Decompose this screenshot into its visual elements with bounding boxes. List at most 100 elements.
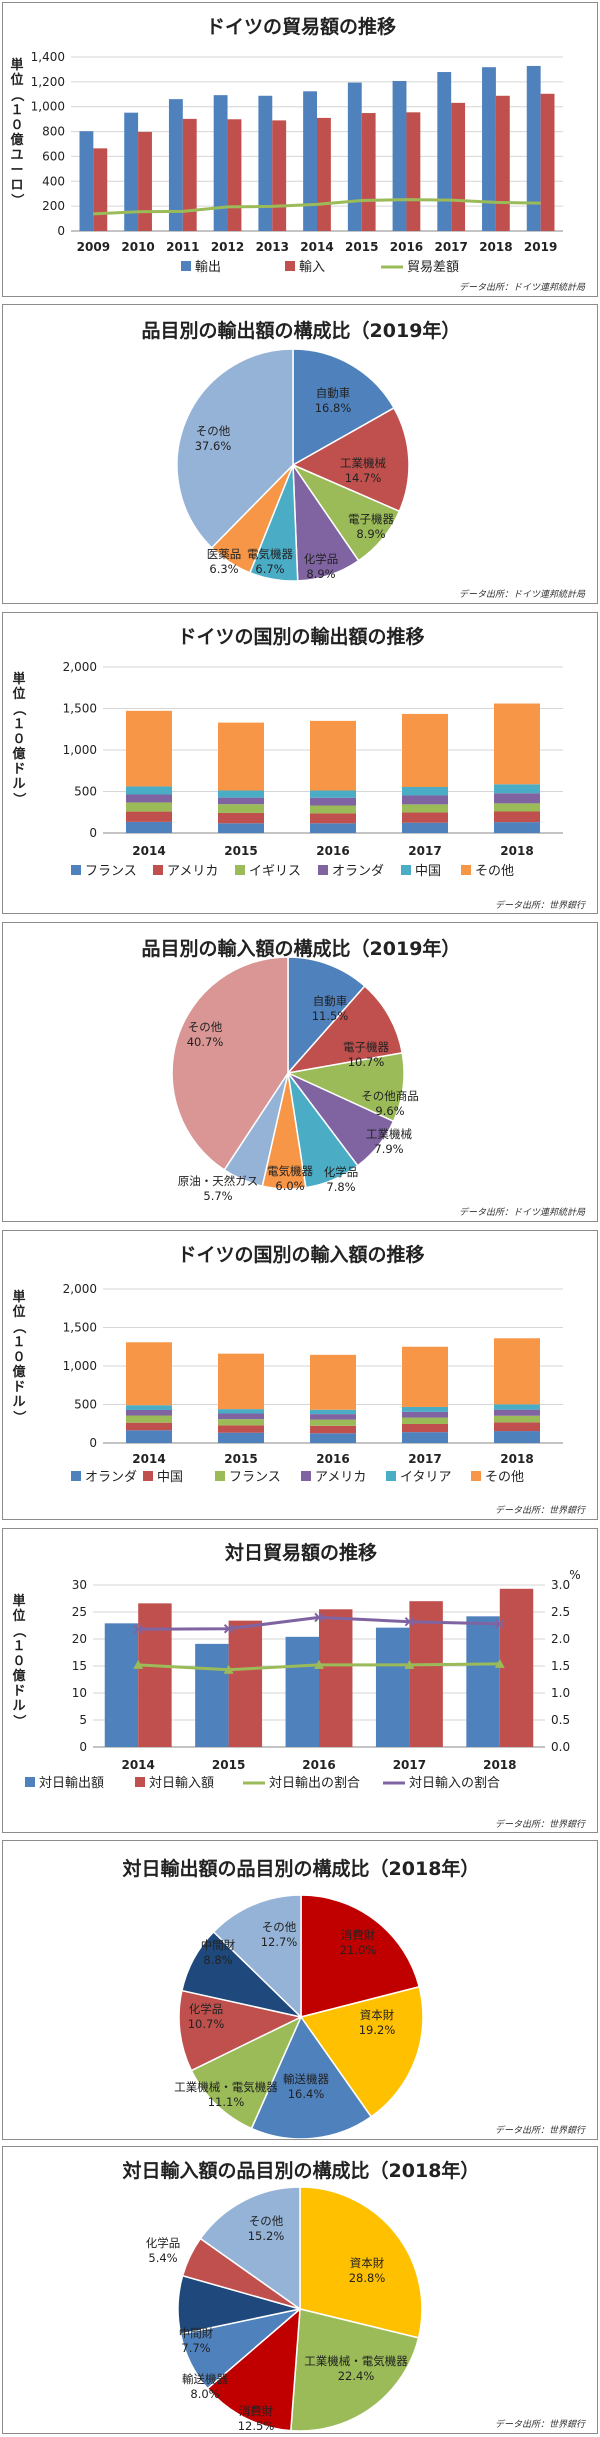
- bar-segment: [402, 1417, 448, 1424]
- bar-segment: [218, 1409, 264, 1414]
- legend-swatch: [215, 1471, 225, 1481]
- y-axis-label-char: （: [11, 702, 27, 715]
- bar-segment: [218, 1432, 264, 1443]
- bar-segment: [218, 1413, 264, 1420]
- y-axis-label-char: （: [11, 1320, 27, 1333]
- slice-label: 工業機械: [340, 456, 386, 470]
- slice-percent: 37.6%: [195, 439, 232, 453]
- bar-segment: [310, 1419, 356, 1426]
- chart-panel-japan-import-items: 対日輸入額の品目別の構成比（2018年） データ出所：世界銀行 資本財 28.8%…: [2, 2146, 598, 2434]
- x-tick-label: 2015: [224, 844, 257, 858]
- slice-label: 電子機器: [348, 512, 394, 526]
- legend-label: 対日輸入の割合: [409, 1775, 500, 1791]
- chart-title: ドイツの国別の輸入額の推移: [177, 1243, 424, 1266]
- bar: [361, 113, 376, 231]
- legend-swatch: [143, 1471, 153, 1481]
- legend-label: その他: [475, 864, 514, 879]
- bar: [319, 1609, 353, 1747]
- line-marker: [223, 1664, 234, 1674]
- legend-swatch: [471, 1471, 481, 1481]
- y-axis-label-char: ０: [12, 732, 25, 747]
- source-note: データ出所：ドイツ連邦統計局: [459, 1207, 586, 1218]
- chart-panel-import-items: 品目別の輸入額の構成比（2019年） データ出所：ドイツ連邦統計局 自動車 11.…: [2, 922, 598, 1222]
- y-tick-label: 1,200: [31, 75, 65, 89]
- legend-swatch: [386, 1471, 396, 1481]
- y-axis-label-char: ０: [10, 118, 23, 133]
- bar-segment: [494, 803, 540, 812]
- legend-label: フランス: [85, 864, 137, 879]
- x-tick-label: 2014: [121, 1758, 154, 1772]
- line-marker: [404, 1617, 415, 1627]
- legend-swatch: [285, 261, 295, 271]
- bar: [482, 67, 496, 231]
- legend-label: オランダ: [85, 1470, 137, 1485]
- slice-percent: 16.8%: [315, 401, 352, 415]
- slice-percent: 22.4%: [338, 2369, 375, 2383]
- bar-segment: [402, 812, 448, 823]
- bar: [406, 112, 421, 231]
- bar-segment: [126, 811, 172, 822]
- x-tick-label: 2014: [132, 844, 165, 858]
- pie-slice: [212, 1894, 302, 2019]
- source-note: データ出所：世界銀行: [495, 1819, 587, 1830]
- y-axis-label-char: ）: [11, 1410, 27, 1423]
- pie-slice: [292, 348, 396, 467]
- slice-label: 電気機器: [267, 1164, 313, 1178]
- x-tick-label: 2017: [408, 844, 441, 858]
- chart-title: ドイツの国別の輸出額の推移: [177, 625, 424, 648]
- x-tick-label: 2017: [408, 1452, 441, 1466]
- slice-label: 化学品: [146, 2236, 181, 2250]
- bar-segment: [218, 722, 264, 791]
- legend-swatch: [235, 865, 245, 875]
- pie-slice: [300, 1894, 421, 2018]
- y-axis-label-char: ル: [12, 1699, 25, 1714]
- chart-panel-japan-export-items: 対日輸出額の品目別の構成比（2018年） データ出所：世界銀行 消費財 21.0%…: [2, 1840, 598, 2140]
- slice-percent: 10.7%: [188, 2017, 225, 2031]
- x-tick-label: 2014: [300, 240, 333, 254]
- y-axis-label-char: ロ: [10, 178, 23, 193]
- bar: [124, 112, 139, 231]
- legend-label: 輸出: [195, 260, 221, 275]
- slice-label: 電気機器: [247, 547, 293, 561]
- chart-title: ドイツの貿易額の推移: [206, 15, 396, 38]
- source-note: データ出所：世界銀行: [495, 900, 587, 911]
- bar: [375, 1627, 410, 1747]
- legend-label: オランダ: [332, 864, 384, 879]
- bar-segment: [126, 1409, 172, 1416]
- bar-segment: [402, 1432, 448, 1443]
- legend-label: 中国: [157, 1470, 183, 1485]
- x-tick-label: 2016: [302, 1758, 335, 1772]
- bar-segment: [310, 797, 356, 806]
- slice-percent: 8.9%: [306, 567, 335, 581]
- y-axis-label-char: ）: [11, 1714, 27, 1727]
- line-marker: [133, 1624, 143, 1634]
- source-note: データ出所：世界銀行: [495, 2125, 587, 2136]
- slice-label: 資本財: [350, 2256, 385, 2270]
- x-tick-label: 2011: [166, 240, 199, 254]
- y-tick-label: 500: [74, 785, 97, 799]
- slice-percent: 40.7%: [187, 1035, 224, 1049]
- y-axis-label-char: 単: [12, 671, 25, 687]
- legend-label: 輸入: [299, 260, 325, 275]
- bar: [409, 1601, 443, 1747]
- slice-label: 資本財: [360, 2008, 395, 2022]
- bar-segment: [126, 1405, 172, 1410]
- bar-segment: [494, 1422, 540, 1432]
- bar: [182, 118, 197, 231]
- y-axis-label-char: ド: [12, 1380, 25, 1395]
- slice-percent: 10.7%: [348, 1055, 385, 1069]
- y-axis-label-char: １: [10, 103, 23, 118]
- slice-label: 中間財: [201, 1938, 236, 1952]
- x-tick-label: 2010: [121, 240, 154, 254]
- bar: [540, 93, 555, 231]
- bar-segment: [310, 790, 356, 798]
- bar: [437, 72, 452, 231]
- bar: [213, 95, 228, 231]
- bar-segment: [494, 1431, 540, 1443]
- source-note: データ出所：ドイツ連邦統計局: [459, 282, 586, 293]
- pie-slice: [190, 2015, 303, 2130]
- bar: [93, 148, 108, 231]
- legend-label: 貿易差額: [407, 260, 459, 275]
